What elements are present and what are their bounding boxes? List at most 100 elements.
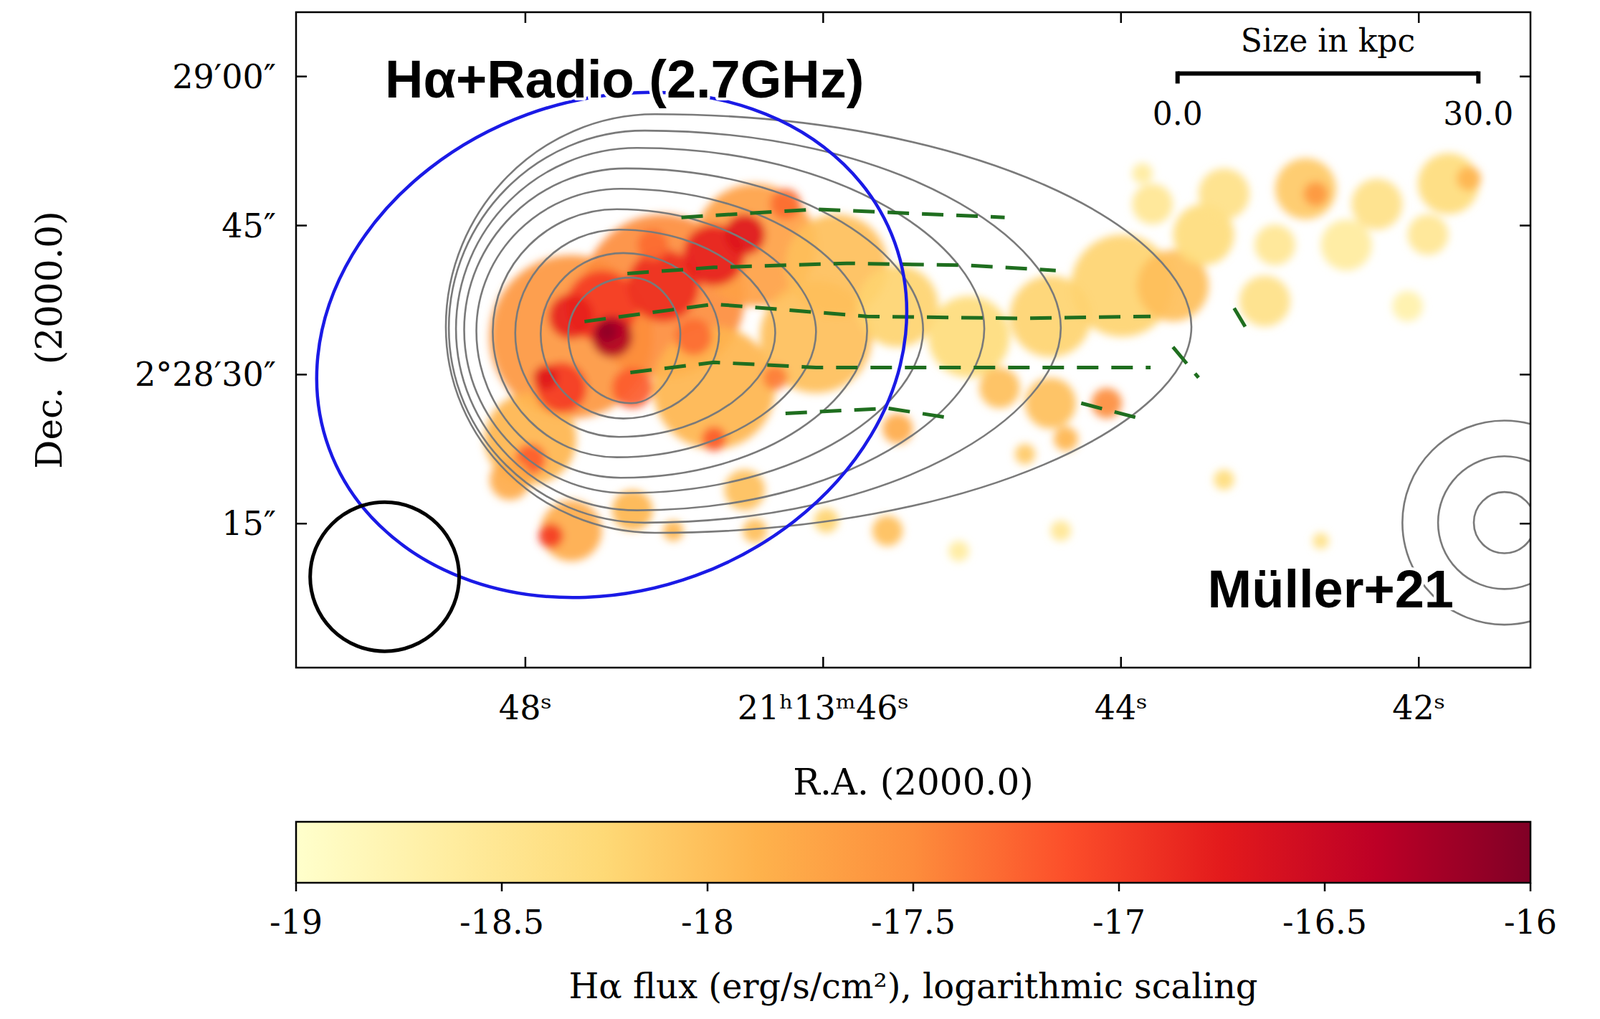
scale-bar-label: 30.0	[1443, 95, 1514, 132]
y-tick	[296, 224, 307, 227]
beam	[310, 501, 460, 651]
halpha-blob	[882, 412, 914, 444]
halpha-blob	[1321, 219, 1373, 271]
halpha-blob	[1239, 275, 1291, 327]
colorbar-tick	[706, 882, 709, 892]
radio-contour	[492, 209, 816, 458]
y-tick	[296, 373, 307, 376]
colorbar-tick-label: -17	[1092, 902, 1146, 942]
colorbar-tick	[1118, 882, 1121, 892]
background	[0, 0, 1600, 1019]
polarization-line	[681, 209, 1006, 218]
y-tick	[296, 75, 307, 78]
colorbar-tick-label: -16.5	[1282, 902, 1368, 942]
halpha-blob	[1275, 158, 1337, 220]
halpha-blob	[1050, 520, 1072, 542]
halpha-blob	[1392, 291, 1423, 322]
colorbar-tick	[912, 882, 915, 892]
halpha-blob	[1015, 443, 1036, 465]
title: Hα+Radio (2.7GHz)	[384, 49, 864, 109]
polarization-line	[584, 303, 1151, 322]
halpha-blob	[1456, 166, 1482, 191]
polarization-line	[1234, 308, 1247, 330]
halpha-blob	[948, 540, 970, 562]
x-tick	[524, 12, 527, 23]
x-tick-label: 48ˢ	[498, 688, 552, 727]
figure: 48ˢ21ʰ13ᵐ46ˢ44ˢ42ˢ29′00″45″2°28′30″15″R.…	[0, 0, 1600, 1019]
scale-bar-tick	[1475, 70, 1481, 84]
polarization-line	[1172, 346, 1199, 378]
x-tick	[822, 12, 825, 23]
x-tick	[1120, 12, 1123, 23]
halpha-blob	[872, 515, 904, 547]
polarization-line	[630, 362, 1151, 373]
y-tick-label: 29′00″	[172, 57, 276, 97]
y-axis-title: Dec. (2000.0)	[28, 210, 71, 469]
halpha-blob	[1198, 168, 1250, 220]
colorbar-tick	[501, 882, 504, 892]
colorbar-tick-label: -19	[269, 902, 323, 942]
y-tick-label: 15″	[221, 503, 276, 543]
colorbar	[296, 821, 1531, 883]
radio-contour	[448, 130, 1061, 523]
halpha-blob	[1351, 178, 1403, 230]
y-tick	[1519, 522, 1531, 525]
halpha-blob	[928, 296, 1011, 378]
halpha-blob	[979, 367, 1021, 409]
polarization-vectors	[584, 209, 1246, 421]
halpha-blob	[1303, 181, 1328, 206]
halpha-blob	[742, 518, 768, 543]
halpha-blob	[1053, 426, 1079, 451]
radio-contours	[445, 113, 1531, 625]
radio-contour	[540, 253, 719, 419]
radio-contour	[445, 113, 1192, 533]
halpha-blob	[1213, 469, 1235, 491]
scale-bar-label: 0.0	[1152, 95, 1203, 132]
colorbar-tick	[1324, 882, 1327, 892]
x-tick	[1417, 12, 1421, 23]
halpha-blob	[591, 316, 633, 357]
halpha-blob	[1025, 377, 1076, 429]
halpha-blob	[701, 426, 727, 451]
colorbar-tick	[1529, 882, 1532, 892]
colorbar-tick-label: -17.5	[870, 902, 956, 942]
x-tick-label: 21ʰ13ᵐ46ˢ	[737, 688, 909, 727]
polarization-line	[1081, 402, 1147, 421]
x-tick	[1120, 656, 1123, 668]
x-tick-label: 44ˢ	[1094, 688, 1148, 727]
colorbar-tick-label: -18	[681, 902, 735, 942]
region-ellipse	[296, 12, 979, 668]
halpha-blob	[663, 520, 684, 542]
halpha-blob	[1312, 532, 1330, 550]
halpha-blob	[489, 459, 531, 501]
radio-contour	[476, 188, 868, 478]
annotation: Müller+21	[1207, 559, 1454, 619]
colorbar-tick	[295, 882, 298, 892]
x-tick	[822, 656, 825, 668]
plot-area	[296, 12, 1531, 668]
halpha-blob	[856, 265, 939, 347]
halpha-map	[484, 152, 1482, 561]
colorbar-tick-label: -18.5	[459, 902, 545, 942]
scale-bar-title: Size in kpc	[1240, 22, 1416, 59]
colorbar-tick-label: -16	[1503, 902, 1557, 942]
halpha-blob	[1254, 224, 1296, 266]
halpha-blob	[1131, 183, 1173, 225]
companion-contour	[1473, 491, 1531, 553]
y-tick	[296, 522, 307, 525]
y-tick	[1519, 75, 1531, 78]
y-tick	[1519, 224, 1531, 227]
plot-frame	[296, 12, 1531, 668]
y-tick-label: 2°28′30″	[134, 354, 276, 394]
x-tick	[1417, 656, 1421, 668]
halpha-blob	[538, 523, 563, 548]
halpha-blob	[533, 365, 558, 390]
halpha-blob	[1131, 163, 1153, 185]
halpha-blob	[1407, 214, 1449, 256]
scale-bar	[1177, 70, 1479, 76]
colorbar-label: Hα flux (erg/s/cm²), logarithmic scaling	[568, 965, 1258, 1006]
y-tick	[1519, 373, 1531, 376]
scale-bar-tick	[1175, 70, 1180, 84]
halpha-blob	[769, 188, 801, 220]
x-axis-title: R.A. (2000.0)	[792, 761, 1033, 803]
